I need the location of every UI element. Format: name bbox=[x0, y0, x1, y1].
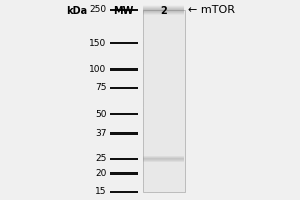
Bar bbox=[143, 9, 184, 10]
Bar bbox=[110, 68, 138, 71]
Bar bbox=[143, 13, 184, 14]
Bar bbox=[142, 10, 184, 192]
Bar bbox=[143, 157, 184, 158]
Bar bbox=[143, 158, 184, 159]
Text: 150: 150 bbox=[89, 39, 106, 48]
Text: MW: MW bbox=[113, 6, 133, 16]
Bar bbox=[143, 8, 184, 9]
Bar bbox=[143, 5, 184, 6]
Bar bbox=[143, 6, 184, 7]
Text: 25: 25 bbox=[95, 154, 106, 163]
Bar bbox=[110, 9, 138, 11]
Bar bbox=[143, 162, 184, 163]
Bar bbox=[143, 161, 184, 162]
Bar bbox=[143, 12, 184, 13]
Text: ← mTOR: ← mTOR bbox=[188, 5, 235, 15]
Bar bbox=[110, 132, 138, 135]
Bar bbox=[110, 87, 138, 89]
Bar bbox=[110, 158, 138, 160]
Text: 50: 50 bbox=[95, 110, 106, 119]
Bar bbox=[143, 156, 184, 157]
Text: 250: 250 bbox=[89, 5, 106, 15]
Bar bbox=[143, 7, 184, 8]
Text: 75: 75 bbox=[95, 83, 106, 92]
Text: 20: 20 bbox=[95, 169, 106, 178]
Text: 2: 2 bbox=[160, 6, 167, 16]
Bar bbox=[110, 113, 138, 115]
Text: kDa: kDa bbox=[66, 6, 87, 16]
Bar bbox=[143, 10, 184, 11]
Bar bbox=[143, 10, 184, 11]
Bar bbox=[143, 9, 184, 10]
Bar bbox=[143, 11, 184, 12]
Bar bbox=[143, 6, 184, 7]
Text: 100: 100 bbox=[89, 65, 106, 74]
Bar bbox=[143, 160, 184, 161]
Bar bbox=[143, 12, 184, 13]
Bar bbox=[143, 11, 184, 12]
Bar bbox=[110, 191, 138, 193]
Bar bbox=[143, 159, 184, 160]
Bar bbox=[143, 5, 184, 6]
Bar bbox=[110, 42, 138, 44]
Bar bbox=[143, 7, 184, 8]
Text: 37: 37 bbox=[95, 129, 106, 138]
Bar bbox=[143, 8, 184, 9]
Bar bbox=[110, 172, 138, 175]
Bar bbox=[143, 14, 184, 15]
Text: 15: 15 bbox=[95, 188, 106, 196]
